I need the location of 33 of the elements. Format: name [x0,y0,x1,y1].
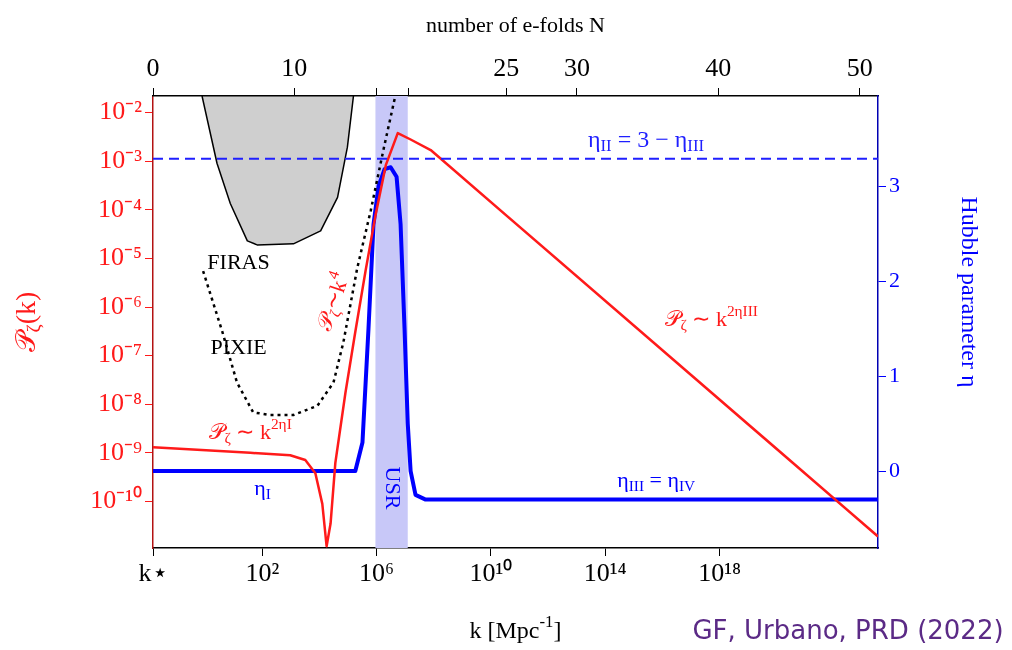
x2-tick-label: 0 [146,53,160,83]
x2-tick-label: 10 [281,53,308,83]
y2-tick-label: 2 [889,266,900,292]
y2-axis-title: Hubble parameter η [956,196,983,388]
y-tick-label: 10⁻⁶ [97,290,142,320]
x2-axis-title: number of e-folds N [426,11,606,37]
x-tick-label: 10¹⁴ [583,558,627,588]
y-tick-label: 10⁻² [99,96,143,126]
y-tick-label: 10⁻⁹ [97,436,142,466]
text: GF, Urbano, PRD (2022) [692,614,1004,645]
x-tick-label: 10¹⁰ [469,558,513,588]
y2-tick-label: 0 [889,456,900,482]
y-tick-label: 10⁻⁷ [97,339,142,369]
y-tick-label: 10⁻⁸ [97,388,142,418]
y-tick-label: 10⁻¹⁰ [90,485,142,515]
y-tick-label: 10⁻⁴ [97,193,142,223]
x-tick-label: 10² [245,558,280,588]
y-axis-title: 𝒫ζ(k) [10,291,45,353]
annotation: FIRAS [207,249,270,275]
x2-tick-label: 40 [705,53,732,83]
y-tick-label: 10⁻³ [99,145,143,175]
x2-tick-label: 30 [563,53,590,83]
x2-tick-label: 50 [846,53,873,83]
x-tick-label: k⋆ [138,558,168,588]
x-tick-label: 10¹⁸ [698,558,741,588]
y2-tick-label: 1 [889,361,900,387]
x-tick-label: 10⁶ [359,558,395,588]
y-tick-label: 10⁻⁵ [97,242,142,272]
annotation: PIXIE [210,333,267,359]
y2-tick-label: 3 [889,171,900,197]
band-label: USR [380,466,406,510]
annotation: 𝒫ζ∼k4 [311,268,352,334]
x2-tick-label: 25 [493,53,520,83]
